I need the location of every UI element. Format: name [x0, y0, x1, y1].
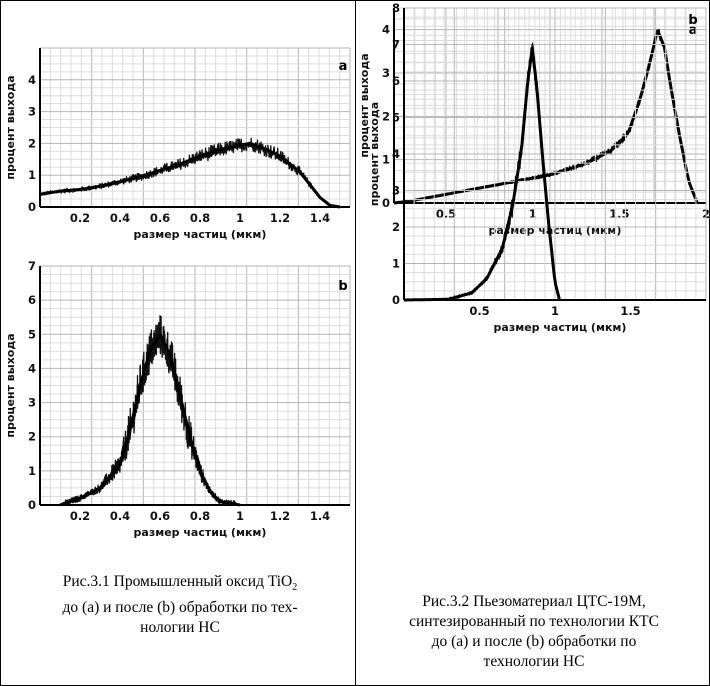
data-trace-fig1a [39, 137, 341, 208]
chart-fig1a: 0.2 0.4 0.6 0.8 1 1.2 1.4 0 1 2 3 4 размер частиц (м… [4, 47, 351, 241]
x-axis-label: размер частиц (мкм) [494, 321, 627, 334]
data-core-fig1a [39, 141, 341, 209]
caption-figure-3-1: Рис.3.1 Промышленный оксид TiO2 до (a) и… [10, 572, 350, 638]
chart-panel-fig1a: 0.2 0.4 0.6 0.8 1 1.2 1.4 0 1 2 3 4 размер частиц (м… [0, 0, 356, 255]
chart-fig2b: 0.5 1 1.5 0 1 2 3 4 5 6 7 8 размер частиц (мкм) проце… [368, 1, 707, 334]
y-tick-label: 3 [28, 396, 36, 410]
y-tick-label: 1 [28, 168, 36, 182]
chart-panel-fig2a: 0.511.5201234размер частиц (мкм)процент … [356, 0, 710, 250]
y-axis-label: процент выхода [358, 53, 371, 157]
caption-3-1-subscript: 2 [292, 582, 298, 594]
x-tick-label: 0.4 [110, 509, 130, 523]
y-axis-label: процент выхода [368, 102, 381, 206]
panel-letter: a [339, 59, 348, 74]
y-tick-label: 7 [28, 259, 36, 273]
y-tick-label: 2 [28, 136, 36, 150]
y-tick-label: 7 [392, 38, 400, 52]
caption-3-2-line4: технологии НС [483, 653, 585, 670]
x-tick-label: 1.4 [310, 509, 330, 523]
caption-figure-3-2: Рис.3.2 Пьезоматериал ЦТС-19М, синтезиро… [364, 592, 704, 672]
y-tick-label: 3 [382, 66, 390, 80]
x-tick-label: 1 [236, 509, 244, 523]
y-tick-label: 0 [28, 498, 36, 512]
chart-fig2a: 0.511.5201234размер частиц (мкм)процент … [358, 7, 710, 237]
caption-3-2-line3: до (a) и после (b) обработки по [431, 633, 637, 650]
y-tick-label: 5 [28, 327, 36, 341]
caption-3-1-line3: нологии НС [140, 619, 220, 637]
y-tick-label: 2 [28, 430, 36, 444]
x-tick-label: 0.6 [150, 509, 170, 523]
chart-fig1b: 0.2 0.4 0.6 0.8 1 1.2 1.4 0 1 2 3 4 5 6 7 размер частиц… [4, 259, 351, 539]
y-tick-label: 0 [28, 200, 36, 214]
x-tick-label: 0.4 [110, 211, 130, 225]
x-tick-label: 1 [551, 304, 559, 318]
x-tick-label: 0.8 [190, 211, 210, 225]
y-tick-label: 2 [392, 220, 400, 234]
y-tick-label: 1 [28, 464, 36, 478]
data-core-fig1b [59, 333, 241, 507]
x-tick-label: 0.6 [150, 211, 170, 225]
x-tick-label: 0.2 [70, 211, 90, 225]
panel-letter: b [688, 13, 697, 28]
y-tick-label: 4 [392, 147, 400, 161]
x-axis-label: размер частиц (мкм) [134, 526, 267, 539]
x-axis-label: размер частиц (мкм) [134, 228, 267, 241]
y-tick-label: 1 [392, 257, 400, 271]
x-tick-label: 0.2 [70, 509, 90, 523]
x-tick-label: 1.4 [310, 211, 330, 225]
grid-fig1a [39, 47, 351, 208]
x-tick-label: 1 [236, 211, 244, 225]
y-tick-label: 6 [28, 293, 36, 307]
caption-3-1-line1: Рис.3.1 Промышленный оксид TiO [62, 573, 293, 590]
y-tick-label: 0 [382, 196, 390, 210]
y-tick-label: 6 [392, 74, 400, 88]
caption-3-2-line2: синтезированный по технологии КТС [409, 613, 659, 630]
y-tick-label: 4 [28, 361, 36, 375]
x-tick-label: 0.8 [190, 509, 210, 523]
panel-letter: a [689, 23, 698, 38]
y-axis-label: процент выхода [4, 333, 17, 437]
y-tick-label: 8 [392, 1, 400, 15]
x-tick-label: 1.2 [270, 509, 290, 523]
y-tick-label: 0 [392, 293, 400, 307]
chart-panel-fig2b: 0.5 1 1.5 0 1 2 3 4 5 6 7 8 размер частиц (мкм) проце… [356, 1, 710, 590]
data-trace-fig1b [59, 315, 241, 506]
grid-fig1b [39, 265, 351, 506]
panel-letter: b [338, 279, 347, 294]
y-tick-label: 1 [382, 153, 390, 167]
y-tick-label: 2 [382, 109, 390, 123]
y-tick-label: 3 [392, 184, 400, 198]
y-tick-label: 4 [382, 23, 390, 37]
y-tick-label: 3 [28, 105, 36, 119]
data-core-fig2b [404, 48, 561, 302]
y-tick-label: 4 [28, 73, 36, 87]
caption-3-1-line2: до (a) и после (b) обработки по тех- [62, 599, 298, 617]
x-tick-label: 1.5 [620, 304, 640, 318]
caption-3-2-line1: Рис.3.2 Пьезоматериал ЦТС-19М, [422, 593, 646, 610]
chart-panel-fig1b: 0.2 0.4 0.6 0.8 1 1.2 1.4 0 1 2 3 4 5 6 7 размер частиц… [0, 255, 356, 555]
y-axis-label: процент выхода [4, 75, 17, 179]
y-tick-label: 5 [392, 111, 400, 125]
x-tick-label: 1.2 [270, 211, 290, 225]
x-tick-label: 0.5 [469, 304, 489, 318]
x-tick-label: 1 [529, 207, 537, 221]
